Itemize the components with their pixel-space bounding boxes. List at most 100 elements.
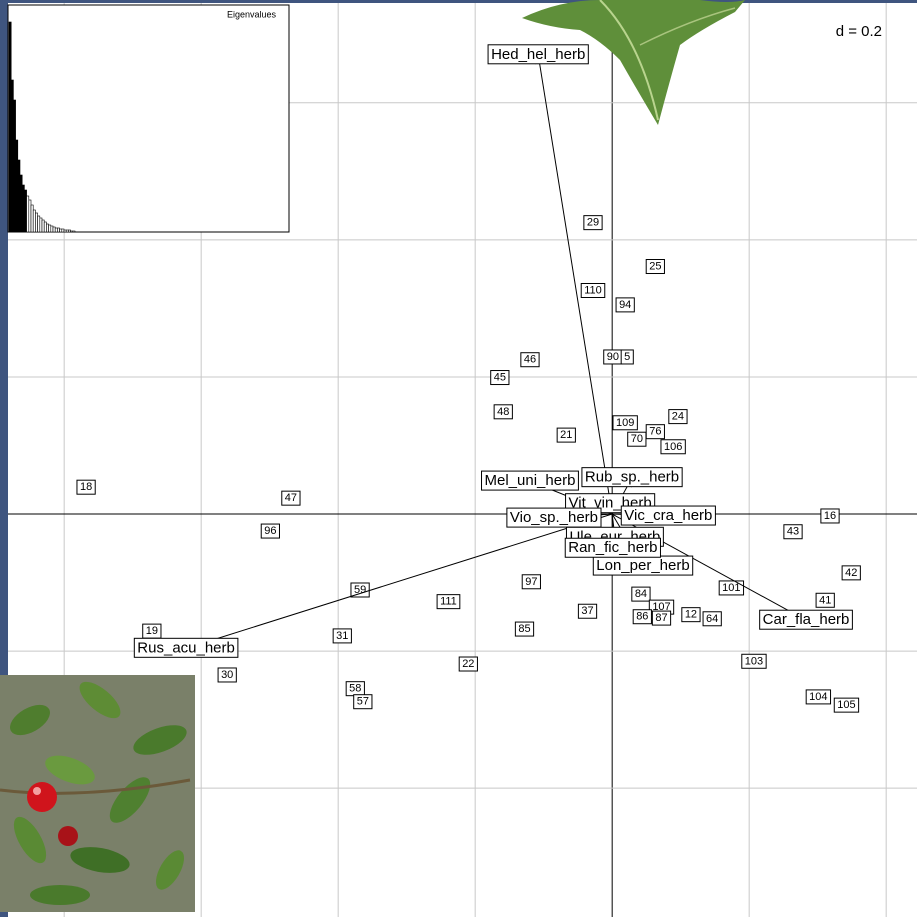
eigen-bar [50, 225, 54, 233]
species-label-group: Car_fla_herb [759, 609, 853, 630]
point-label-box [627, 431, 647, 447]
inset-frame [7, 4, 290, 233]
point-label: 110 [584, 284, 602, 296]
point-label: 109 [616, 417, 634, 429]
eigen-bar [68, 229, 71, 233]
eigen-bar [63, 229, 67, 233]
point-label-group: 57 [353, 694, 373, 710]
point-label: 47 [285, 492, 297, 504]
eigen-bar [65, 229, 69, 233]
ivy-photo [522, 0, 745, 125]
point-label: 103 [745, 655, 763, 667]
eigen-bar [30, 204, 34, 233]
point-label-group: 47 [281, 490, 301, 506]
point-label: 16 [824, 510, 836, 522]
point-label-box [353, 694, 373, 710]
species-label-box [133, 637, 239, 658]
point-label-box [260, 523, 280, 539]
point-label-group: 96 [260, 523, 280, 539]
point-label-group: 48 [493, 404, 513, 420]
species-label-group: Rus_acu_herb [133, 637, 239, 658]
point-label: 29 [587, 217, 599, 229]
point-label-group: 46 [520, 352, 540, 368]
point-label: 42 [845, 567, 857, 579]
species-label-group: Rub_sp._herb [581, 467, 683, 488]
point-label-group: 24 [668, 409, 688, 425]
point-label-group: 85 [514, 621, 535, 637]
point-label-group: 19 [142, 623, 162, 639]
point-label: 19 [146, 625, 158, 637]
point-label: 76 [649, 426, 661, 438]
point-label-group: 106 [660, 439, 686, 455]
species-label-group: Vio_sp._herb [506, 507, 602, 528]
species-label-group: Hed_hel_herb [487, 44, 589, 65]
point-label-group: 45 [490, 370, 510, 386]
point-label-group: 37 [577, 603, 598, 619]
point-label-group: 90 [603, 349, 623, 365]
point-label: 22 [462, 658, 474, 670]
point-label-box [718, 580, 745, 596]
point-label-group: 104 [805, 689, 832, 705]
eigen-bar [61, 228, 65, 233]
point-label-group: 43 [783, 524, 803, 540]
point-label-box [217, 667, 237, 683]
species-label: Hed_hel_herb [491, 46, 585, 63]
point-label: 46 [524, 354, 536, 366]
point-label-box [577, 603, 598, 619]
point-label: 90 [607, 351, 619, 363]
eigen-bar [28, 199, 32, 233]
point-label-box [783, 524, 803, 540]
top-frame [0, 0, 917, 3]
point-label-box [458, 656, 478, 672]
eigen-bar [24, 189, 27, 233]
point-label-box [805, 689, 832, 705]
species-label-group: Lon_per_herb [592, 555, 694, 576]
point-label-box [493, 404, 513, 420]
point-label: 57 [357, 696, 369, 708]
point-label: 70 [631, 433, 643, 445]
point-label-group: 41 [815, 592, 835, 608]
eigen-bar [13, 99, 16, 233]
point-label-box [350, 582, 370, 598]
point-label-box [580, 282, 606, 298]
point-label-group: 84 [631, 586, 651, 602]
species-label-box [506, 507, 602, 528]
point-label-group: 86 [632, 609, 652, 625]
point-label: 87 [655, 612, 667, 624]
point-label-group: 30 [217, 667, 237, 683]
point-label-group: 110 [580, 282, 606, 298]
point-label: 94 [619, 299, 631, 311]
eigen-bar [39, 217, 43, 233]
point-label-box [645, 259, 665, 275]
point-label: 25 [649, 261, 661, 273]
eigen-bar [54, 227, 58, 233]
point-label-box [815, 592, 835, 608]
species-label-box [620, 505, 716, 526]
point-label-group: 109 [612, 415, 638, 431]
point-label-box [612, 415, 638, 431]
point-label-group: 16 [820, 508, 840, 524]
loading-arrow [538, 55, 613, 515]
eigen-bar [70, 230, 74, 233]
point-label: 5 [624, 351, 630, 363]
point-label-box [281, 490, 301, 506]
inset-title: Eigenvalues [227, 9, 277, 19]
point-label-box [436, 594, 461, 610]
point-label-box [332, 628, 352, 644]
point-label: 31 [336, 630, 348, 642]
species-label: Ran_fic_herb [568, 539, 657, 556]
loading-arrow [186, 513, 613, 648]
point-label: 37 [581, 605, 593, 617]
point-label-box [514, 621, 535, 637]
point-label: 21 [560, 429, 572, 441]
point-label-group: 42 [841, 565, 861, 581]
species-label-group: Ran_fic_herb [564, 537, 661, 558]
point-label-group: 58 [345, 681, 365, 697]
eigen-bar [43, 221, 47, 233]
point-label-box [632, 609, 652, 625]
point-label: 106 [664, 441, 682, 453]
eigen-bar [57, 227, 60, 233]
eigen-bar [10, 79, 14, 233]
point-label-group: 103 [741, 653, 767, 669]
point-label-box [583, 215, 603, 231]
